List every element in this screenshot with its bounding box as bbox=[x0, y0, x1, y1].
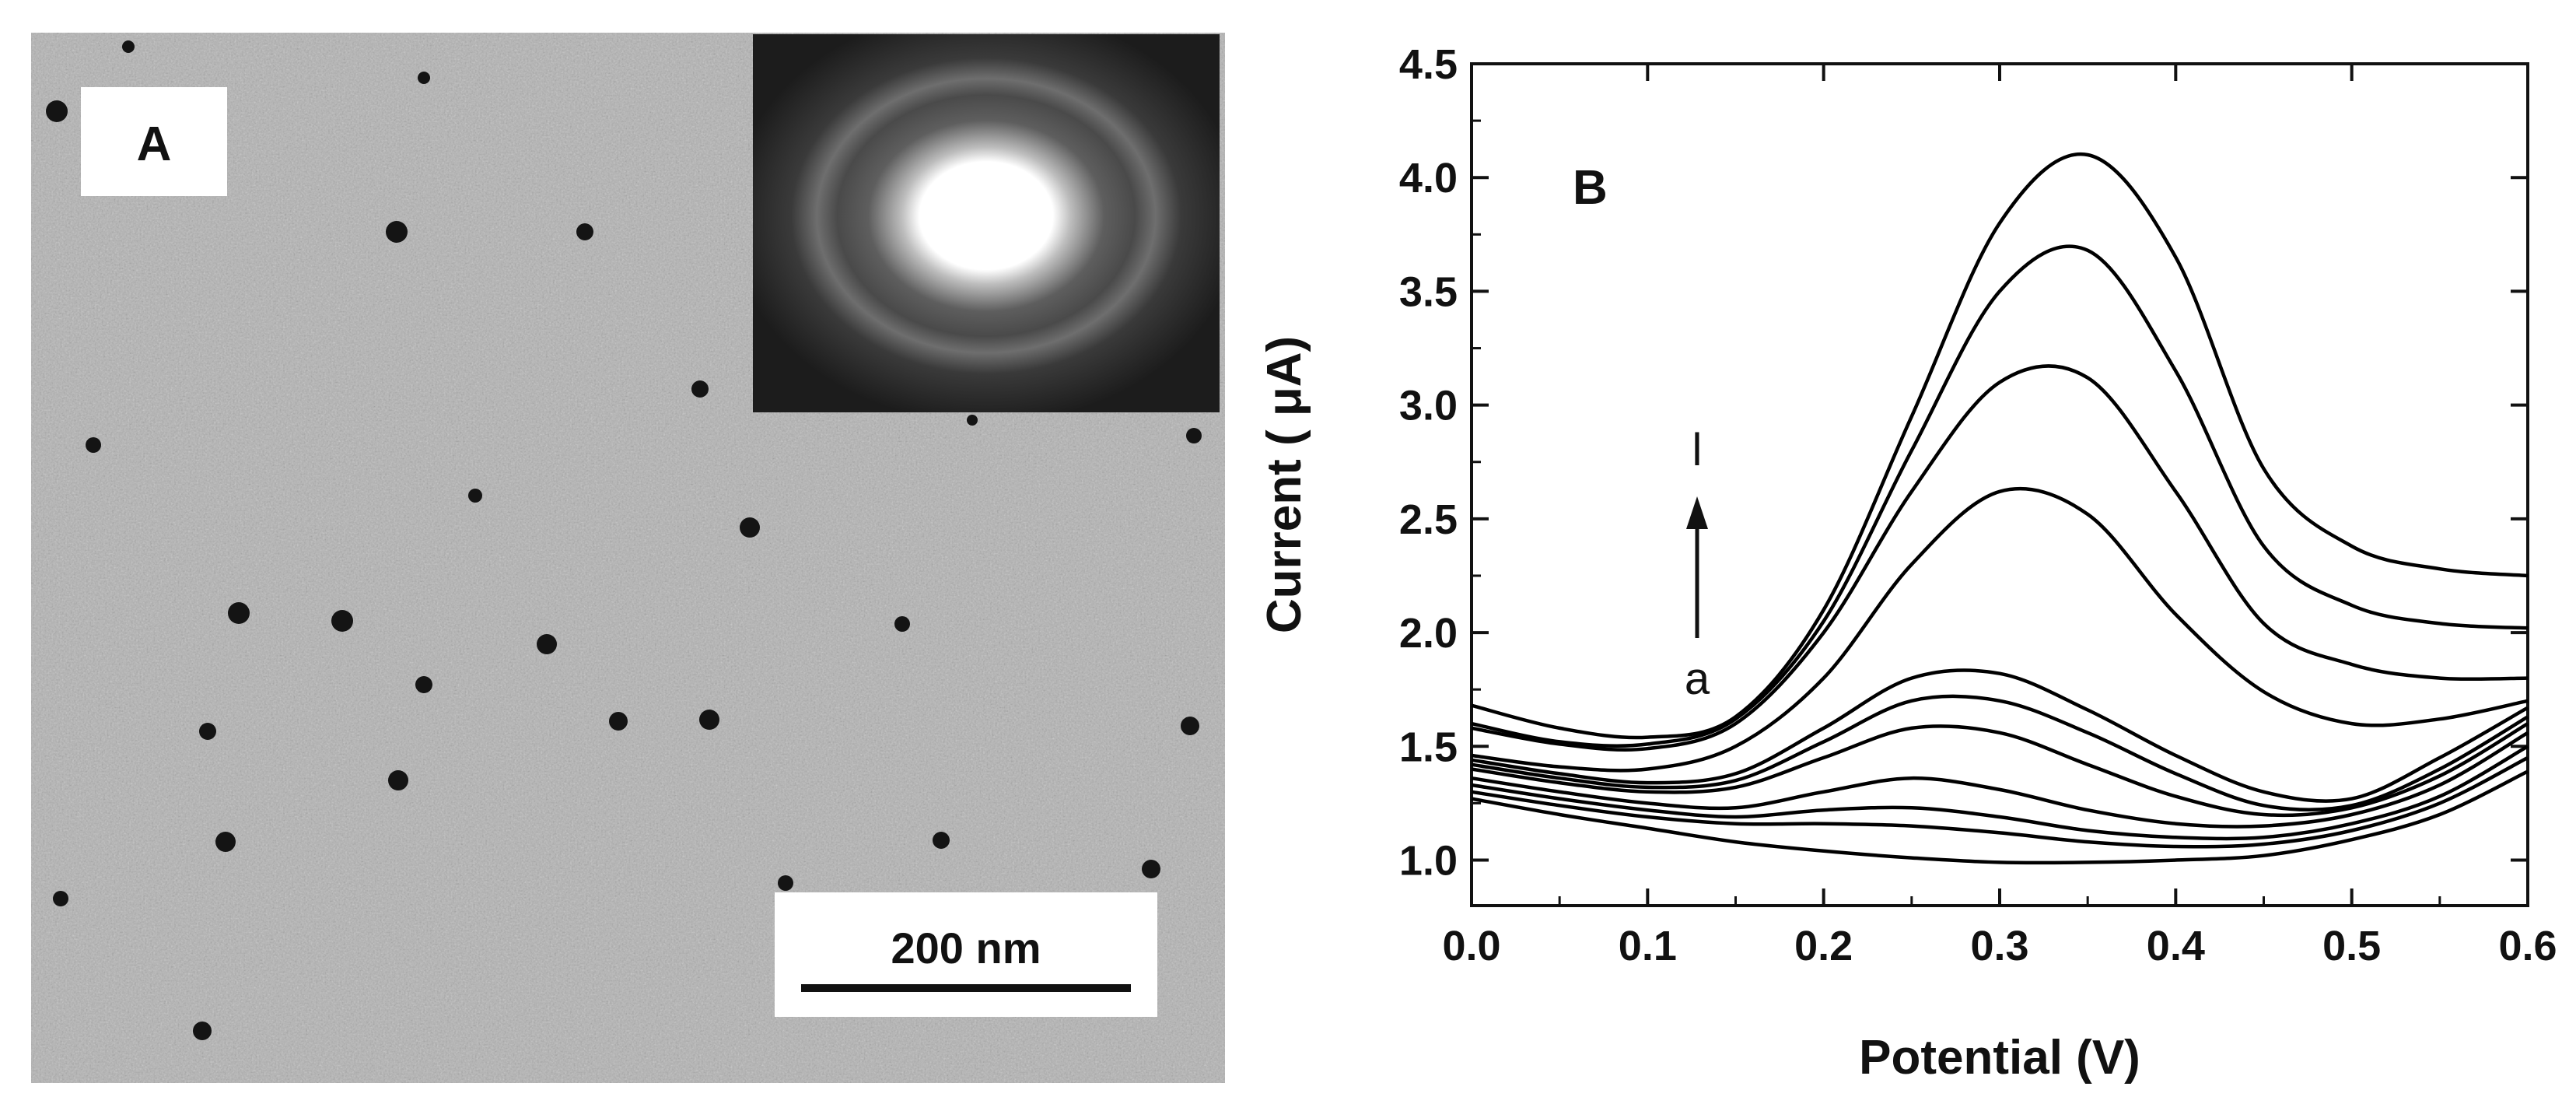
panel-b-label: B bbox=[1573, 161, 1608, 215]
nanoparticle bbox=[199, 723, 216, 740]
y-tick-label: 3.5 bbox=[1399, 268, 1458, 315]
trend-arrow-head bbox=[1686, 496, 1708, 529]
annotation-end-label: l bbox=[1692, 425, 1703, 475]
panel-b-chart: 1.0 1.5 2.0 2.5 3.0 3.5 4.0 4.5 0.0 0.1 0.2 0.3 0.4… bbox=[1258, 41, 2557, 1085]
x-axis-title: Potential (V) bbox=[1859, 1031, 2140, 1085]
panel-a-micrograph: A 200 nm bbox=[31, 33, 1225, 1083]
nanoparticle bbox=[537, 634, 557, 654]
x-tick-label: 0.0 bbox=[1442, 923, 1500, 969]
nanoparticle bbox=[576, 223, 593, 240]
series-line-3 bbox=[1471, 731, 2529, 829]
series-line-10 bbox=[1471, 152, 2529, 740]
y-tick-label: 4.5 bbox=[1399, 41, 1458, 88]
nanoparticle bbox=[331, 610, 353, 632]
nanoparticle bbox=[894, 616, 910, 632]
panel-a-label: A bbox=[137, 117, 172, 171]
scale-bar-label: 200 nm bbox=[891, 924, 1041, 973]
panel-a-label-box bbox=[81, 87, 227, 196]
annotation-start-label: a bbox=[1685, 654, 1710, 704]
nanoparticle bbox=[215, 832, 236, 852]
nanoparticle bbox=[418, 72, 430, 84]
series-line-7 bbox=[1471, 486, 2529, 773]
nanoparticle bbox=[699, 710, 719, 730]
series-line-6 bbox=[1471, 668, 2529, 803]
nanoparticle bbox=[53, 891, 68, 906]
nanoparticle bbox=[415, 676, 432, 693]
y-axis-title: Current ( μA) bbox=[1258, 336, 1311, 633]
nanoparticle bbox=[386, 221, 408, 243]
x-tick-label: 0.6 bbox=[2498, 923, 2557, 969]
y-tick-label: 2.0 bbox=[1399, 610, 1458, 657]
y-tick-label: 1.0 bbox=[1399, 838, 1458, 885]
nanoparticle bbox=[228, 602, 250, 624]
x-tick-label: 0.2 bbox=[1794, 923, 1853, 969]
y-tick-label: 2.5 bbox=[1399, 496, 1458, 543]
y-tick-label: 3.0 bbox=[1399, 383, 1458, 429]
scale-bar bbox=[801, 984, 1131, 992]
x-axis: 0.0 0.1 0.2 0.3 0.4 0.5 0.6 bbox=[1442, 64, 2557, 969]
nanoparticle bbox=[933, 832, 950, 849]
plot-frame bbox=[1470, 62, 2529, 907]
diffraction-inset bbox=[753, 34, 1220, 412]
nanoparticle bbox=[122, 40, 135, 53]
nanoparticle bbox=[778, 875, 793, 891]
series-line-1 bbox=[1471, 755, 2529, 849]
nanoparticle bbox=[691, 380, 709, 398]
x-tick-label: 0.4 bbox=[2147, 923, 2205, 969]
nanoparticle bbox=[1181, 717, 1199, 735]
nanoparticle bbox=[740, 517, 760, 538]
x-tick-label: 0.1 bbox=[1619, 923, 1677, 969]
series-curves bbox=[1471, 152, 2529, 865]
series-line-4 bbox=[1471, 722, 2529, 818]
nanoparticle bbox=[609, 712, 628, 731]
nanoparticle bbox=[1142, 860, 1160, 878]
y-axis: 1.0 1.5 2.0 2.5 3.0 3.5 4.0 4.5 bbox=[1399, 41, 2528, 885]
nanoparticle bbox=[388, 770, 408, 790]
scale-bar-box bbox=[775, 892, 1157, 1017]
series-line-5 bbox=[1471, 694, 2529, 812]
nanoparticle bbox=[86, 437, 101, 453]
nanoparticle bbox=[967, 415, 978, 426]
nanoparticle bbox=[193, 1022, 212, 1040]
nanoparticle bbox=[468, 489, 482, 503]
series-line-9 bbox=[1471, 244, 2529, 748]
nanoparticle bbox=[46, 100, 68, 122]
series-line-0 bbox=[1471, 769, 2529, 865]
y-tick-label: 1.5 bbox=[1399, 724, 1458, 770]
x-tick-label: 0.3 bbox=[1970, 923, 2028, 969]
x-tick-label: 0.5 bbox=[2322, 923, 2381, 969]
nanoparticle bbox=[1186, 428, 1202, 443]
nanoparticles bbox=[46, 40, 1202, 1040]
series-line-2 bbox=[1471, 745, 2529, 841]
y-tick-label: 4.0 bbox=[1399, 155, 1458, 202]
series-line-8 bbox=[1471, 364, 2529, 752]
